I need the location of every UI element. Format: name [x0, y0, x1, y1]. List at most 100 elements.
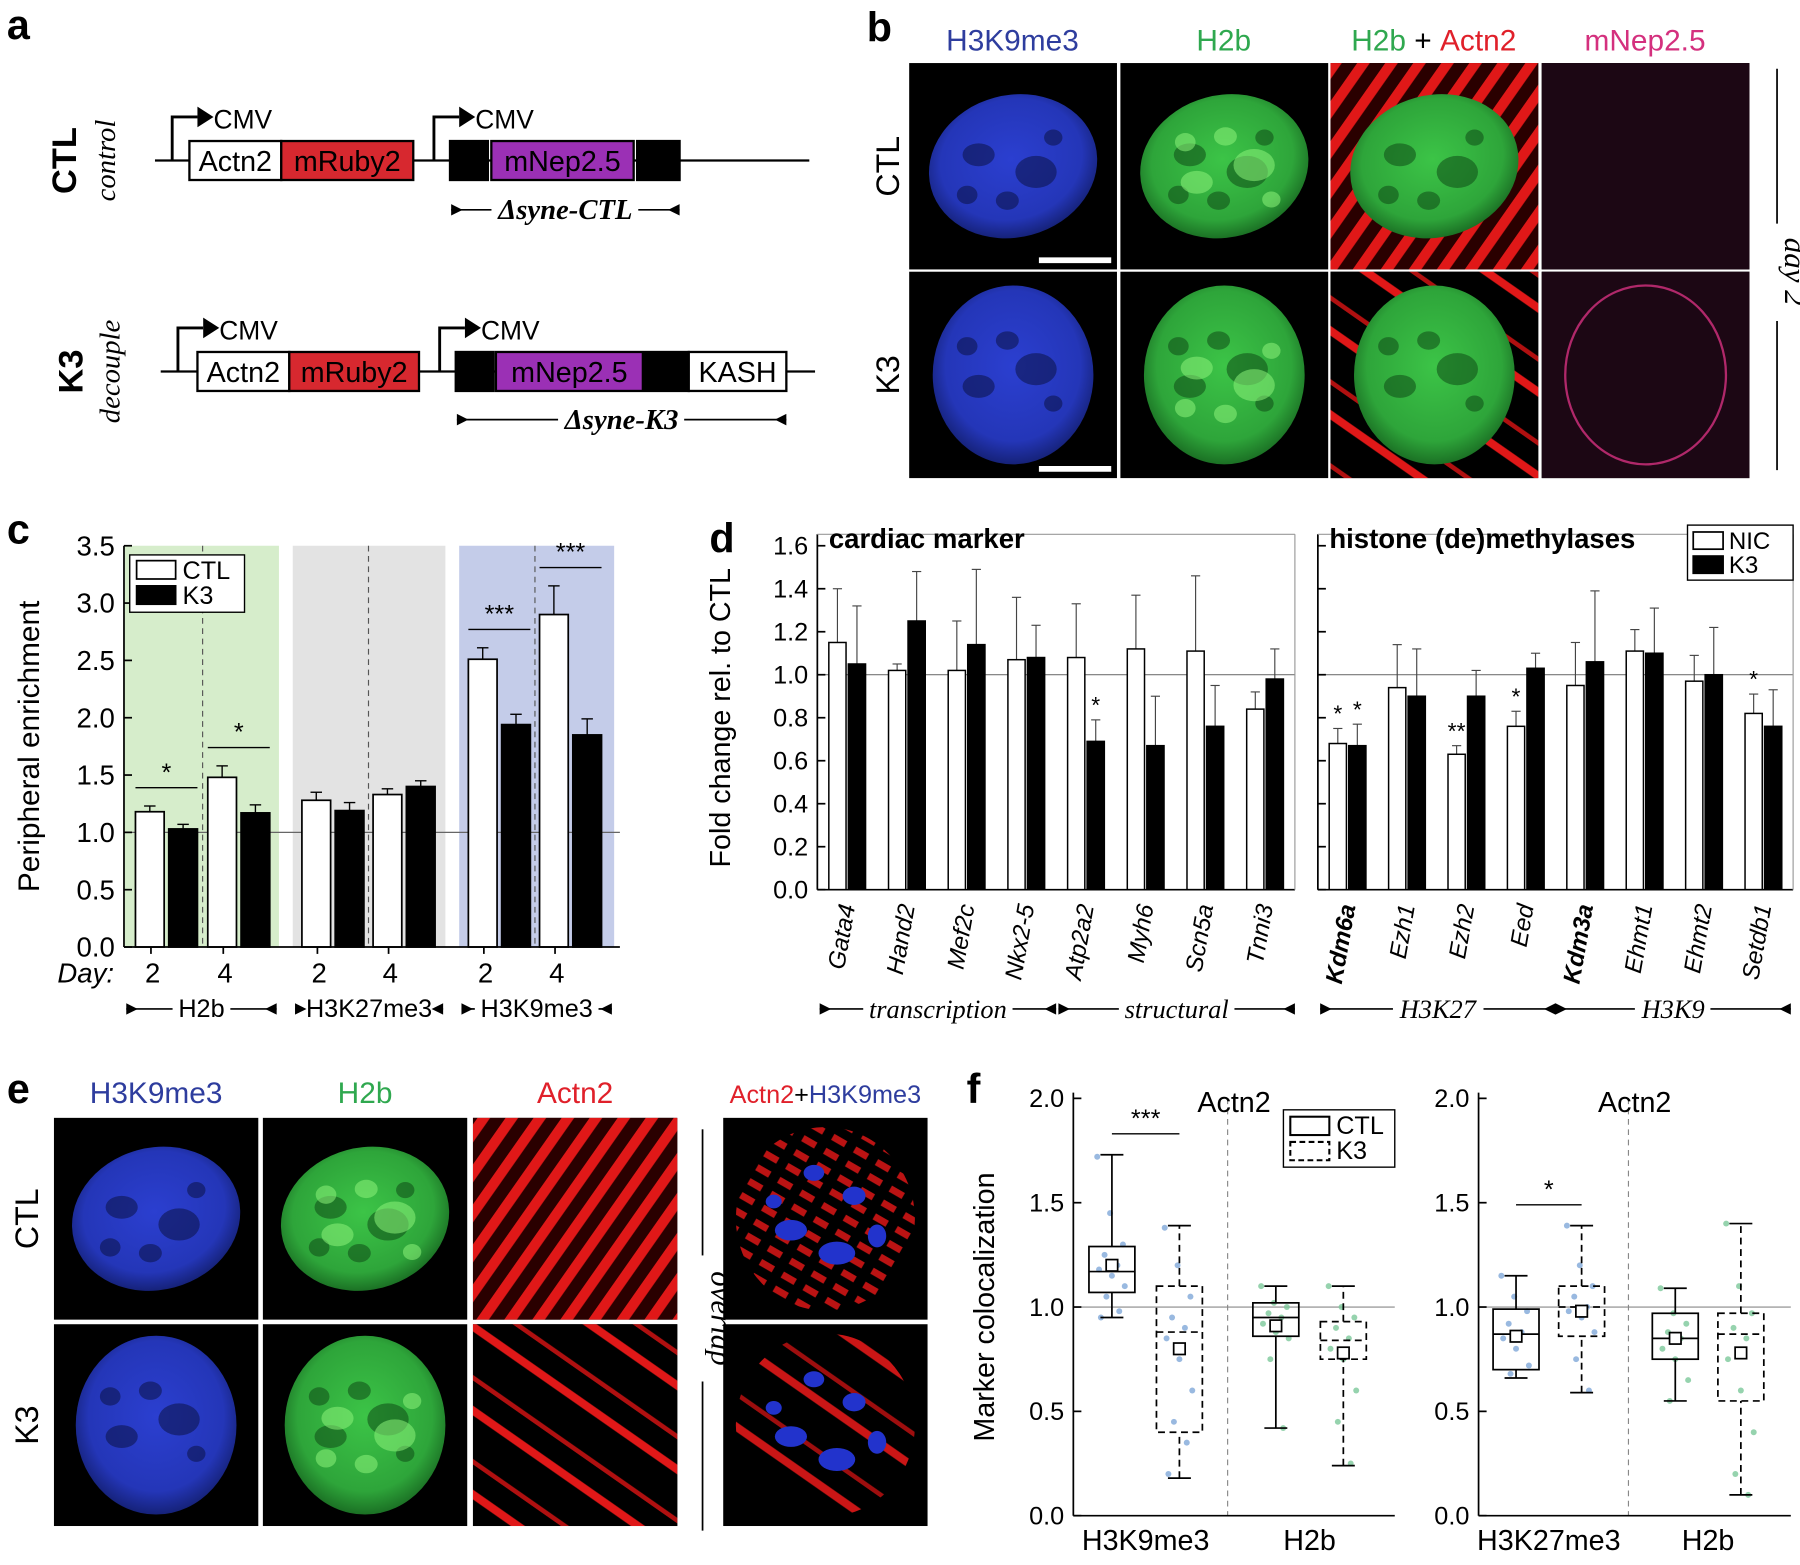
- y-tick-label: 3.0: [77, 588, 115, 619]
- data-point: [1174, 1262, 1181, 1269]
- element-label: mRuby2: [294, 146, 401, 178]
- x-tick-label: H2b: [1283, 1525, 1336, 1557]
- chromatin-spot: [308, 1238, 330, 1257]
- element-label: Tm: [646, 357, 687, 389]
- data-point: [1513, 1345, 1520, 1352]
- chromatin-spot: [1044, 395, 1063, 412]
- row-sublabel: decouple: [94, 319, 126, 423]
- construct-element: [280, 139, 415, 182]
- x-tick-label: Ehmt2: [1679, 902, 1718, 976]
- data-point: [1351, 1314, 1358, 1321]
- label-part: +: [1406, 24, 1440, 57]
- column-header: H3K9me3: [946, 24, 1079, 57]
- construct-element: [635, 139, 681, 182]
- chromatin-spot: [314, 1425, 347, 1449]
- chromatin-spot: [315, 1449, 337, 1468]
- chromatin-spot: [138, 1243, 162, 1263]
- y-tick-label: 1.4: [773, 576, 808, 604]
- element-label: Actn2: [199, 146, 272, 178]
- data-point: [1094, 1153, 1101, 1160]
- y-tick-label: 2.5: [77, 645, 115, 676]
- data-point: [1334, 1418, 1341, 1425]
- overlap-spot: [842, 1186, 866, 1205]
- column-header: H2b + Actn2: [1351, 24, 1516, 57]
- chromatin-spot: [187, 1445, 206, 1462]
- panel-label: d: [709, 516, 734, 562]
- data-point: [1101, 1251, 1108, 1258]
- data-point: [1657, 1285, 1664, 1292]
- data-point: [1498, 1272, 1505, 1279]
- mean-marker: [1668, 1331, 1682, 1345]
- data-point: [1103, 1293, 1110, 1300]
- chromatin-spot: [1465, 395, 1484, 412]
- x-tick-label: 4: [217, 958, 232, 989]
- overlap-spot: [765, 1401, 782, 1415]
- bar: [1526, 667, 1545, 891]
- data-point: [1183, 1439, 1190, 1446]
- legend-swatch: [135, 585, 177, 606]
- group-label: H3K27me3: [306, 995, 432, 1023]
- y-tick-label: 3.5: [77, 530, 115, 561]
- data-point: [1258, 1283, 1265, 1290]
- y-tick-label: 0.0: [773, 877, 808, 905]
- construct-element: [196, 350, 291, 393]
- bar: [1566, 684, 1585, 891]
- legend-label: CTL: [1336, 1112, 1384, 1140]
- label-part: +: [794, 1081, 809, 1109]
- bar: [1205, 725, 1225, 891]
- x-axis-label: Day:: [57, 958, 114, 989]
- data-point: [1265, 1310, 1272, 1317]
- label-part: H3K9me3: [809, 1081, 921, 1109]
- y-tick-label: 0.8: [773, 705, 808, 733]
- bar: [1684, 680, 1704, 891]
- nucleus: [1354, 285, 1515, 465]
- box: [1155, 1285, 1204, 1434]
- data-point: [1685, 1377, 1692, 1384]
- panel-label: f: [967, 1066, 981, 1112]
- element-label: SP: [456, 357, 494, 389]
- box: [1557, 1285, 1606, 1338]
- data-point: [1563, 1222, 1570, 1229]
- panel-title: cardiac marker: [829, 523, 1025, 554]
- y-tick-label: 0.5: [77, 874, 115, 905]
- mean-marker: [1269, 1319, 1283, 1333]
- chromatin-spot: [321, 1406, 354, 1430]
- overlap-spot: [774, 1426, 808, 1447]
- bar: [966, 643, 986, 891]
- nucleus: [75, 1335, 237, 1515]
- box: [1252, 1301, 1300, 1338]
- bar: [1026, 656, 1046, 891]
- bar: [301, 799, 332, 948]
- y-tick-label: 0.0: [1029, 1503, 1064, 1531]
- bar: [134, 810, 166, 948]
- arrow-head: [461, 1003, 473, 1015]
- bar: [947, 669, 967, 891]
- group-label: transcription: [869, 994, 1007, 1024]
- x-tick-label: 4: [549, 958, 564, 989]
- significance-label: *: [1353, 696, 1362, 722]
- mean-marker: [1509, 1329, 1523, 1343]
- bar: [240, 812, 271, 948]
- arrow-head: [600, 1003, 612, 1015]
- chromatin-spot: [308, 1387, 330, 1406]
- y-tick-label: 1.5: [77, 760, 115, 791]
- chromatin-spot: [1180, 356, 1213, 380]
- x-tick-label: Kdm3a: [1559, 902, 1600, 986]
- x-tick-label: 2: [311, 958, 326, 989]
- bar: [1186, 650, 1205, 891]
- overlap-spot: [765, 1194, 782, 1209]
- promoter-arrow: [170, 115, 198, 161]
- panel-label: c: [7, 506, 30, 552]
- panel-title: histone (de)methylases: [1329, 523, 1635, 554]
- data-point: [1169, 1314, 1176, 1321]
- chromatin-spot: [1180, 170, 1213, 194]
- x-tick-label: H2b: [1682, 1525, 1735, 1557]
- chromatin-spot: [1174, 132, 1196, 152]
- y-axis-label: Fold change rel. to CTL: [705, 568, 737, 867]
- chromatin-spot: [995, 191, 1019, 210]
- bar: [571, 734, 603, 948]
- nucleus-mask: [735, 1333, 915, 1517]
- row-label: K3: [870, 355, 906, 394]
- label-part: H3K9me3: [946, 24, 1079, 57]
